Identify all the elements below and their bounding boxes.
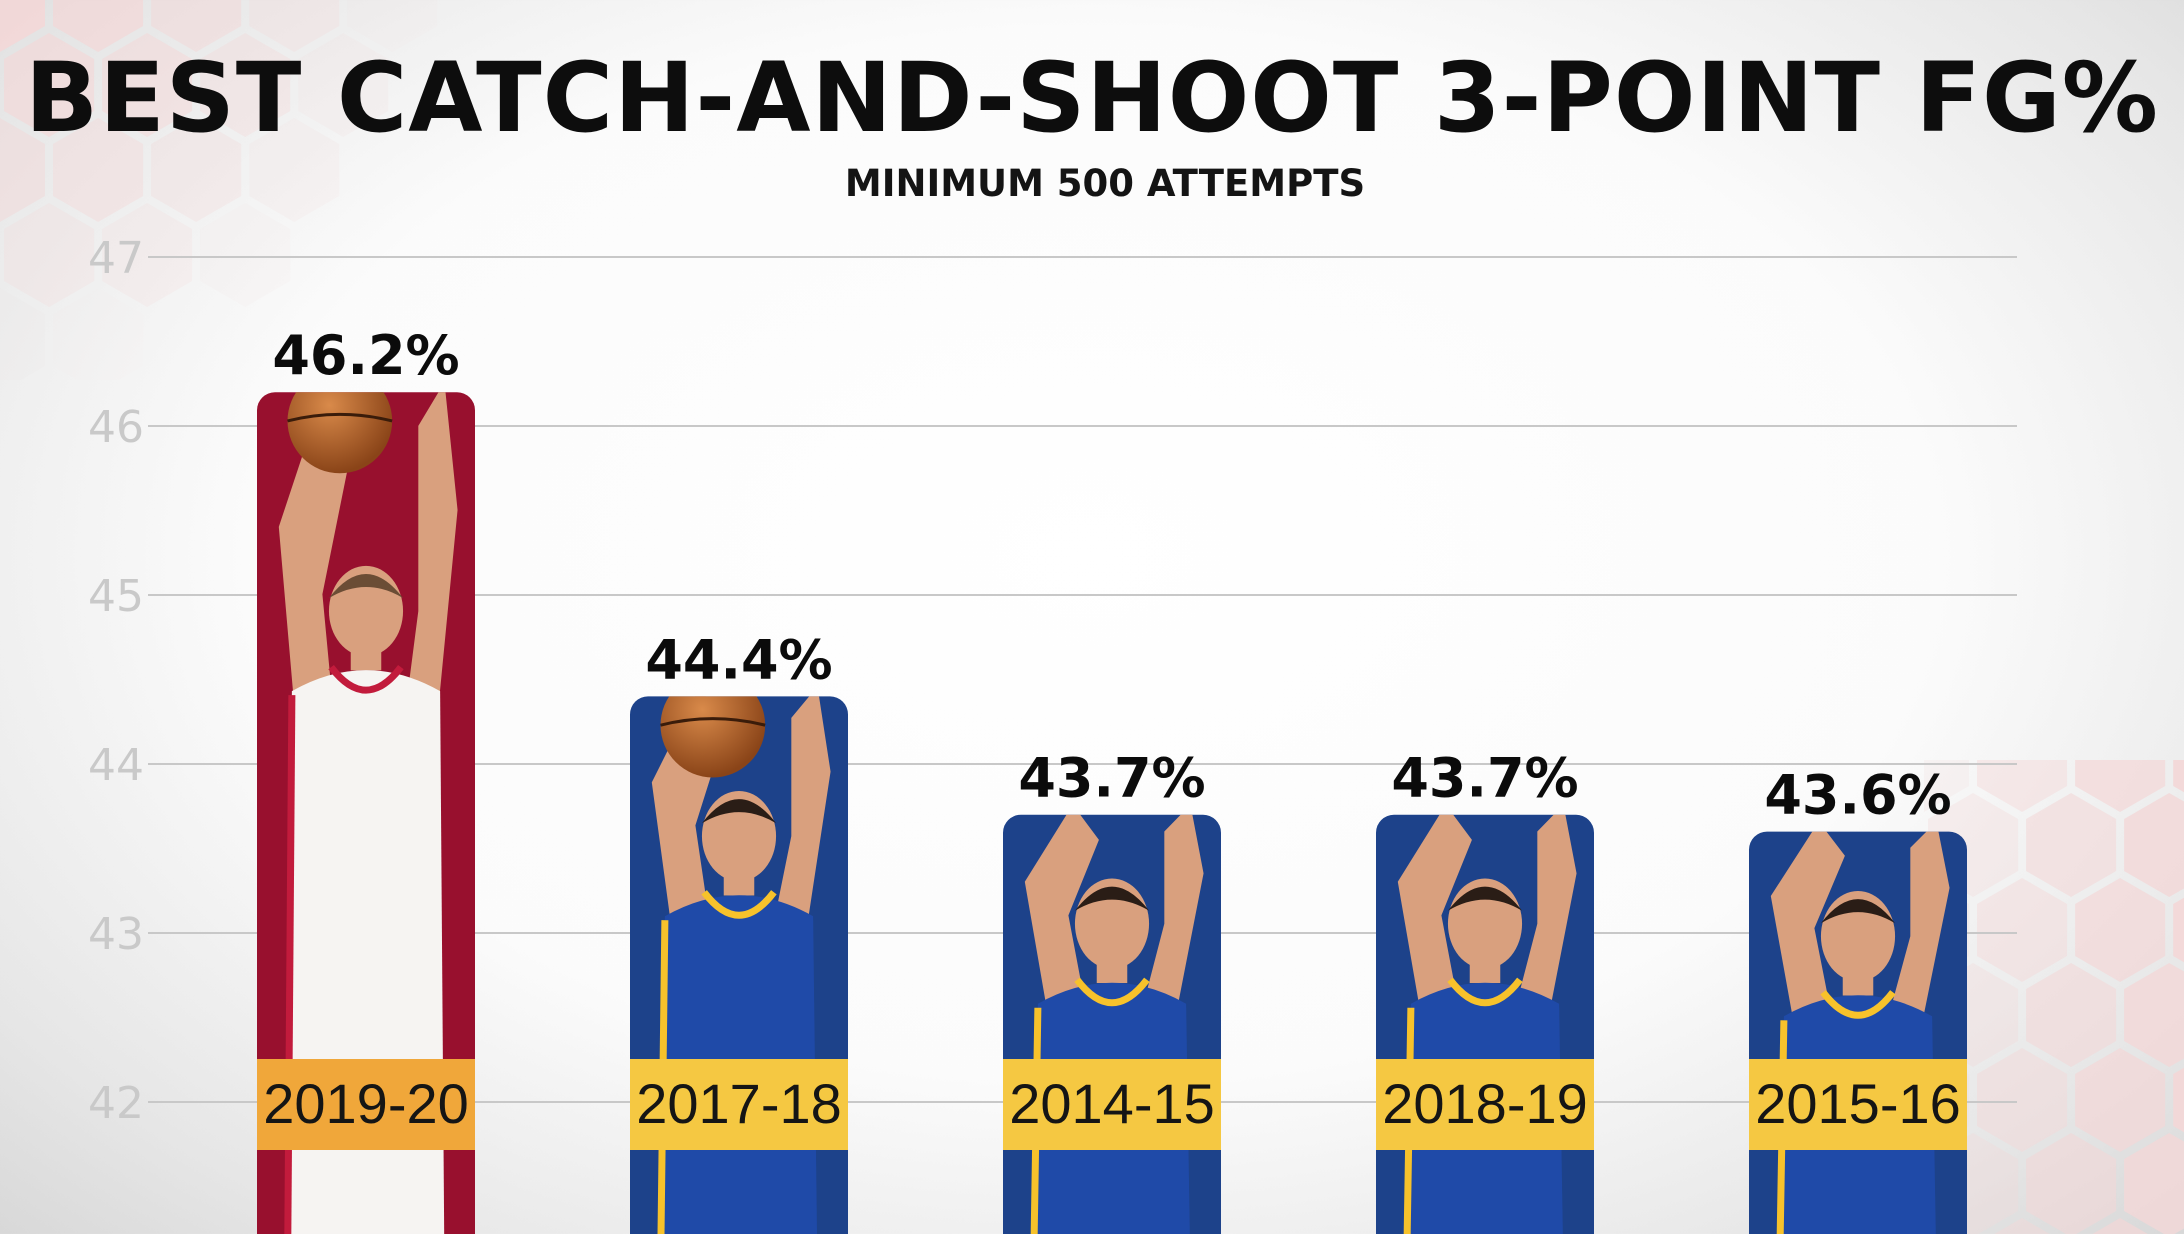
player-arm-left — [278, 392, 353, 780]
bar-group: 43.7% 2018-19 — [1376, 747, 1594, 1234]
season-label: 2019-20 — [263, 1072, 469, 1135]
jersey-side-stripe — [284, 695, 296, 1234]
y-tick-label: 45 — [88, 571, 144, 622]
chart-subtitle: MINIMUM 500 ATTEMPTS — [844, 162, 1366, 205]
season-label: 2017-18 — [636, 1072, 842, 1135]
bar-group: 46.2% 2019-20 — [257, 324, 475, 1234]
bar-group: 43.7% 2014-15 — [1003, 747, 1221, 1234]
bar-value-label: 46.2% — [272, 324, 459, 387]
player-arm-left — [1397, 814, 1472, 1008]
season-label-box — [1376, 1059, 1594, 1150]
jersey-collar — [1074, 977, 1150, 1007]
y-tick-label: 44 — [88, 740, 144, 791]
player-arm-left — [1770, 831, 1845, 1017]
chart-title: BEST CATCH-AND-SHOOT 3-POINT FG% — [25, 42, 2159, 154]
player-hair — [328, 574, 404, 599]
bar-group: 43.6% 2015-16 — [1749, 764, 1967, 1234]
bars-group: 46.2%2019-2044.4%2017-1843.7%2014-1543.7… — [257, 324, 1967, 1234]
basketball-seam — [287, 412, 393, 423]
player-hair — [1820, 899, 1896, 924]
jersey-collar — [1447, 977, 1523, 1007]
player-arm-left — [1024, 814, 1099, 1008]
season-label: 2014-15 — [1009, 1072, 1215, 1135]
player-hair — [1074, 886, 1150, 911]
basketball-icon — [287, 392, 393, 474]
season-label-box — [257, 1059, 475, 1150]
bar-group: 44.4% 2017-18 — [630, 628, 848, 1234]
y-tick-label: 43 — [88, 909, 144, 960]
season-label: 2018-19 — [1382, 1072, 1588, 1135]
bar-value-label: 44.4% — [645, 628, 832, 691]
player-hair — [1447, 886, 1523, 911]
y-tick-label: 42 — [88, 1078, 144, 1129]
y-tick-label: 46 — [88, 402, 144, 453]
season-label: 2015-16 — [1755, 1072, 1961, 1135]
y-tick-label: 47 — [88, 233, 144, 284]
player-arm-right — [1142, 814, 1204, 1008]
player-arm-right — [769, 696, 831, 944]
season-label-box — [630, 1059, 848, 1150]
jersey-collar — [701, 890, 777, 919]
jersey-collar — [328, 664, 404, 694]
bar-value-label: 43.7% — [1018, 747, 1205, 810]
basketball-icon — [660, 696, 766, 778]
bar-value-label: 43.7% — [1391, 747, 1578, 810]
season-label-box — [1003, 1059, 1221, 1150]
season-label-box — [1749, 1059, 1967, 1150]
bar-value-label: 43.6% — [1764, 764, 1951, 827]
player-hair — [701, 799, 777, 824]
basketball-seam — [660, 717, 766, 727]
player-arm-right — [1888, 831, 1950, 1017]
jersey-collar — [1820, 990, 1896, 1019]
player-arm-right — [1515, 814, 1577, 1008]
